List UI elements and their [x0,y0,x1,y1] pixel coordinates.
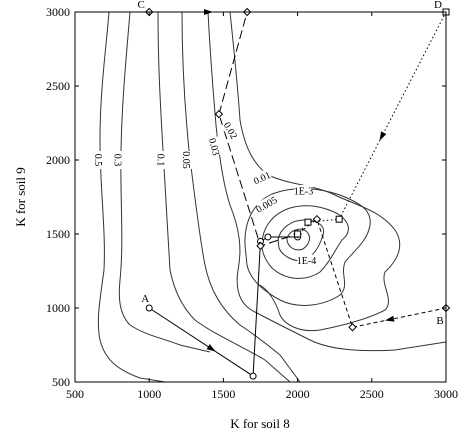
contour-labels: 0.5 0.3 0.1 0.05 0.030.02 0.01 0.005 1E-3 1E-4 [92,119,316,267]
x-tick-label: 2500 [360,387,384,401]
contour-label-bg [255,194,278,215]
contour-label-bg [155,151,168,169]
contour-label-bg [112,151,125,169]
y-tick-label: 3000 [46,5,70,19]
contour-0.03 [207,12,446,352]
path-vertex [294,230,302,238]
contour-label: 0.005 [254,195,279,216]
y-tick-label: 1000 [46,301,70,315]
contour-label: 1E-3 [294,187,313,198]
y-tick-label: 2000 [46,153,70,167]
contour-label-bg [251,168,273,188]
path-vertex [249,372,257,380]
path-vertex [312,214,322,224]
y-tick-label: 500 [52,375,70,389]
x-tick-label: 1500 [211,387,235,401]
contour-0.05 [181,12,301,382]
path-vertex [335,215,343,223]
contour-0.5 [97,12,166,382]
start-label-D: D [434,0,442,11]
contour-lines [97,12,446,382]
y-axis-ticks: 500 1000 1500 2000 2500 3000 [46,5,446,389]
start-label-C: C [138,0,145,11]
path-arrow [206,344,216,352]
x-axis-ticks: 500 1000 1500 2000 2500 3000 [66,12,458,401]
x-tick-label: 3000 [434,387,458,401]
start-label-B: B [436,315,443,327]
contour-label-bg [221,119,241,142]
start-point-labels: A B C D [138,0,444,327]
path-vertex [256,241,265,251]
contour-label: 0.02 [221,121,239,142]
path-vertex [264,233,272,241]
contour-1E-4 [286,228,311,251]
path-vertex [214,109,224,119]
y-tick-label: 2500 [46,79,70,93]
contour-label: 0.3 [112,154,123,167]
contour-label-bg [294,185,313,198]
contour-0.1 [157,12,291,382]
optimization-paths [144,7,451,380]
contour-label-bg [180,151,193,169]
x-tick-label: 500 [66,387,84,401]
contour-label: 0.05 [180,151,191,169]
path-from-B [297,218,447,328]
path-arrow [379,131,387,141]
x-tick-label: 2000 [286,387,310,401]
path-arrow [385,315,395,322]
contour-0.005 [261,205,349,279]
path-vertex [348,323,357,332]
start-label-A: A [141,293,149,305]
contour-0.01 [244,188,371,306]
contour-label: 1E-4 [297,256,316,267]
path-from-D [297,11,447,235]
contour-0.3 [118,12,211,353]
contour-label-bg [297,254,316,267]
contour-1E-3 [277,219,325,262]
path-from-A [148,236,298,377]
x-axis-title: K for soil 8 [230,416,290,431]
path-vertex [304,218,312,226]
contour-0.02 [229,12,401,332]
x-tick-label: 1000 [137,387,161,401]
contour-label: 0.1 [155,154,166,167]
y-axis-title: K for soil 9 [13,167,28,227]
contour-label: 0.01 [252,170,273,187]
path-vertex [145,304,153,312]
y-tick-label: 1500 [46,227,70,241]
contour-label-bg [206,136,223,157]
plot-frame [74,11,447,383]
contour-label-bg [92,151,105,169]
contour-label: 0.03 [206,137,221,157]
contour-label: 0.5 [92,154,103,167]
